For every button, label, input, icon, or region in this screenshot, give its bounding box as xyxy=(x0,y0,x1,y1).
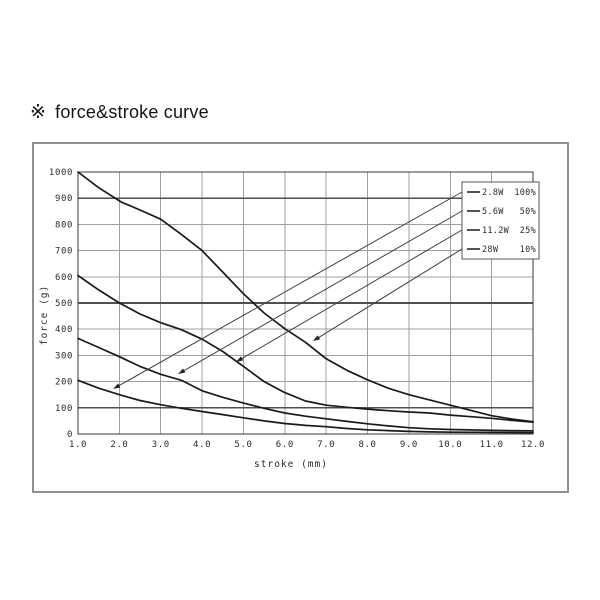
legend-leader-arrows xyxy=(113,191,463,389)
leader-arrowhead xyxy=(178,368,186,375)
legend-power-label: 11.2W xyxy=(482,226,510,236)
y-tick-label: 0 xyxy=(67,430,73,440)
y-tick-label: 500 xyxy=(55,299,73,309)
y-axis-tick-labels: 0 100 200 300 400 500 600 700 800 900 1000 xyxy=(49,168,73,440)
x-tick-label: 2.0 xyxy=(110,440,128,450)
curve-28w-10 xyxy=(77,171,534,423)
chart-panel: 0 100 200 300 400 500 600 700 800 900 1000 1.0 2.0 3.… xyxy=(32,142,569,493)
curve-5_6w-50 xyxy=(77,337,534,432)
grid xyxy=(78,172,533,434)
legend-power-label: 28W xyxy=(482,245,499,255)
leader-arrowhead xyxy=(236,356,244,362)
page-title: ※ force&stroke curve xyxy=(30,101,209,124)
y-tick-label: 300 xyxy=(55,351,73,361)
curve-2_8w-100 xyxy=(77,379,534,434)
legend-duty-label: 50% xyxy=(520,207,536,217)
x-tick-label: 1.0 xyxy=(69,440,87,450)
leader-line xyxy=(316,248,463,340)
legend: 2.8W 100% 5.6W 50% 11.2W 25% 28W 10% xyxy=(461,181,540,260)
curve-11_2w-25 xyxy=(77,274,534,424)
y-tick-label: 700 xyxy=(55,247,73,257)
y-axis-title: force (g) xyxy=(39,285,50,345)
leader-arrowhead xyxy=(312,335,321,341)
legend-box xyxy=(461,181,540,260)
x-tick-label: 11.0 xyxy=(480,440,504,450)
reference-mark-icon: ※ xyxy=(30,102,47,123)
x-tick-label: 9.0 xyxy=(400,440,418,450)
leader-line xyxy=(239,229,463,361)
y-tick-label: 900 xyxy=(55,194,73,204)
y-tick-label: 100 xyxy=(55,404,73,414)
y-tick-label: 1000 xyxy=(49,168,73,178)
x-tick-label: 5.0 xyxy=(234,440,252,450)
page-title-text: force&stroke curve xyxy=(55,102,209,122)
legend-duty-label: 10% xyxy=(520,245,536,255)
legend-power-label: 2.8W xyxy=(482,188,504,198)
force-stroke-chart: 0 100 200 300 400 500 600 700 800 900 1000 1.0 2.0 3.… xyxy=(39,168,545,470)
plot-frame xyxy=(77,171,534,435)
x-tick-label: 3.0 xyxy=(152,440,170,450)
legend-power-label: 5.6W xyxy=(482,207,504,217)
x-axis-title: stroke (mm) xyxy=(254,459,328,470)
x-tick-label: 8.0 xyxy=(359,440,377,450)
legend-duty-label: 100% xyxy=(514,188,536,198)
y-tick-label: 600 xyxy=(55,273,73,283)
y-tick-label: 800 xyxy=(55,220,73,230)
leader-line xyxy=(181,210,463,373)
x-axis-tick-labels: 1.0 2.0 3.0 4.0 5.0 6.0 7.0 8.0 9.0 10.0 11.0 12.0 xyxy=(69,440,545,450)
x-tick-label: 7.0 xyxy=(317,440,335,450)
y-tick-label: 200 xyxy=(55,378,73,388)
x-tick-label: 4.0 xyxy=(193,440,211,450)
legend-duty-label: 25% xyxy=(520,226,536,236)
y-tick-label: 400 xyxy=(55,325,73,335)
x-tick-label: 12.0 xyxy=(521,440,545,450)
x-tick-label: 6.0 xyxy=(276,440,294,450)
leader-arrowhead xyxy=(113,383,121,389)
leader-line xyxy=(116,191,463,388)
x-tick-label: 10.0 xyxy=(438,440,462,450)
